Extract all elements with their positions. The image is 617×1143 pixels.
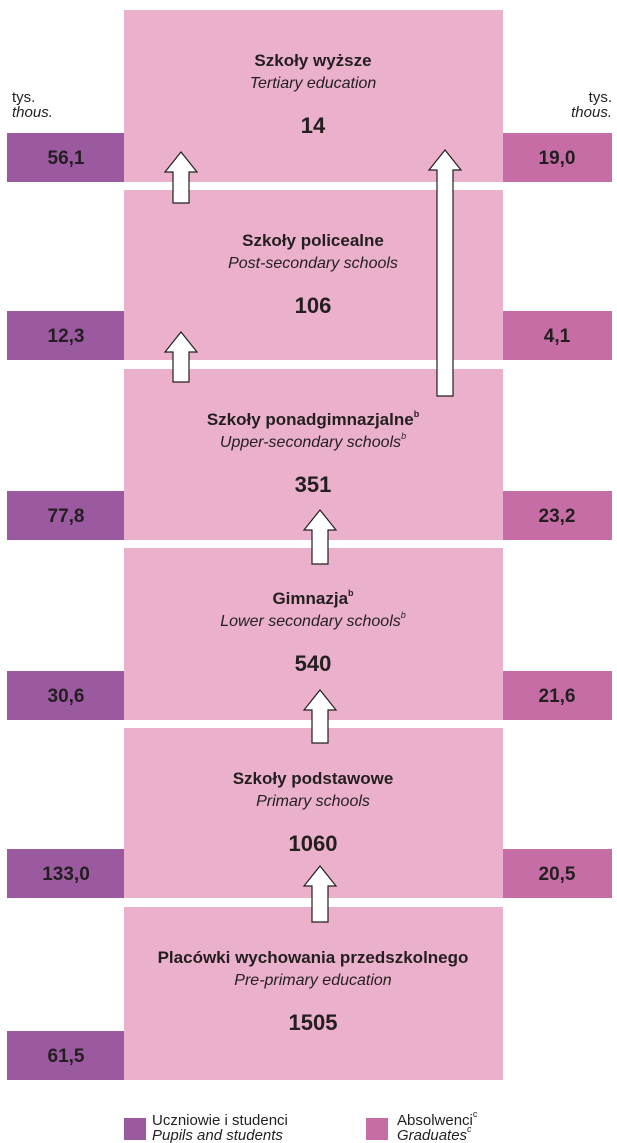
- level-box: [124, 907, 503, 1080]
- level-count: 540: [295, 651, 332, 676]
- arrow: [302, 865, 338, 923]
- arrow: [302, 689, 338, 744]
- level-count: 106: [295, 293, 332, 318]
- pupils-value: 30,6: [48, 686, 85, 707]
- arrow: [302, 509, 338, 565]
- level-count: 14: [301, 113, 326, 138]
- level-title-pl-text: Szkoły wyższe: [254, 51, 371, 70]
- graduates-value: 20,5: [539, 864, 576, 885]
- level-title-pl-text: Szkoły policealne: [242, 231, 384, 250]
- legend-en: Pupils and students: [152, 1127, 283, 1143]
- level-title-en-text: Post-secondary schools: [228, 255, 398, 272]
- graduates-value: 4,1: [544, 326, 571, 347]
- level-title-en-text: Upper-secondary schools: [220, 434, 401, 451]
- graduates-box: [503, 849, 612, 898]
- level-title-pl-text: Gimnazja: [272, 589, 348, 608]
- unit-en: thous.: [571, 104, 612, 121]
- pupils-value: 77,8: [48, 506, 85, 527]
- level-title-pl-text: Szkoły podstawowe: [233, 769, 394, 788]
- level-title-en: Post-secondary schools: [228, 255, 398, 272]
- legend-en-text: Graduates: [397, 1127, 468, 1143]
- level-count: 351: [295, 472, 332, 497]
- legend-pl: Absolwencic: [397, 1109, 478, 1129]
- level-title-en: Tertiary education: [250, 75, 377, 92]
- graduates-box: [503, 491, 612, 540]
- graduates-box: [503, 671, 612, 720]
- graduates-box: [503, 133, 612, 182]
- pupils-box: [7, 491, 124, 540]
- superscript: c: [473, 1109, 478, 1119]
- legend-swatch: [366, 1118, 388, 1140]
- legend-pl-text: Uczniowie i studenci: [152, 1112, 288, 1129]
- arrow: [163, 151, 199, 204]
- pupils-box: [7, 133, 124, 182]
- unit-pl: tys.: [589, 89, 612, 106]
- level-box: [124, 728, 503, 898]
- level-title-pl: Placówki wychowania przedszkolnego: [158, 948, 469, 967]
- level-count: 1505: [289, 1010, 338, 1035]
- level-title-en-text: Primary schools: [256, 793, 370, 810]
- pupils-value: 61,5: [48, 1046, 85, 1067]
- level-title-en: Primary schools: [256, 793, 370, 810]
- level-title-en: Lower secondary schoolsb: [220, 610, 406, 630]
- level-count: 1060: [289, 831, 338, 856]
- level-title-pl-text: Szkoły ponadgimnazjalne: [207, 410, 414, 429]
- arrow: [427, 149, 463, 397]
- legend-en: Graduatesc: [397, 1124, 472, 1143]
- level-title-pl: Gimnazjab: [272, 588, 354, 608]
- unit-pl: tys.: [12, 89, 35, 106]
- superscript: c: [467, 1124, 472, 1134]
- pupils-box: [7, 671, 124, 720]
- superscript: b: [401, 610, 406, 620]
- pupils-box: [7, 1031, 124, 1080]
- graduates-value: 19,0: [539, 148, 576, 169]
- pupils-box: [7, 849, 124, 898]
- legend-pl: Uczniowie i studenci: [152, 1112, 288, 1129]
- level-title-pl: Szkoły policealne: [242, 231, 384, 250]
- superscript: b: [401, 431, 406, 441]
- level-title-pl: Szkoły podstawowe: [233, 769, 394, 788]
- level-title-pl: Szkoły ponadgimnazjalneb: [207, 409, 420, 429]
- unit-en: thous.: [12, 104, 53, 121]
- superscript: b: [414, 409, 420, 419]
- level-title-pl: Szkoły wyższe: [254, 51, 371, 70]
- legend-en-text: Pupils and students: [152, 1127, 283, 1143]
- level-title-en: Pre-primary education: [234, 972, 392, 989]
- level-box: [124, 10, 503, 182]
- pupils-value: 56,1: [48, 148, 85, 169]
- legend-pl-text: Absolwenci: [397, 1112, 473, 1129]
- level-title-pl-text: Placówki wychowania przedszkolnego: [158, 948, 469, 967]
- legend-swatch: [124, 1118, 146, 1140]
- level-box: [124, 548, 503, 720]
- level-box: [124, 369, 503, 540]
- graduates-value: 21,6: [539, 686, 576, 707]
- pupils-box: [7, 311, 124, 360]
- level-title-en-text: Lower secondary schools: [220, 613, 401, 630]
- graduates-box: [503, 311, 612, 360]
- pupils-value: 12,3: [48, 326, 85, 347]
- level-title-en: Upper-secondary schoolsb: [220, 431, 406, 451]
- pupils-value: 133,0: [42, 864, 90, 885]
- graduates-value: 23,2: [539, 506, 576, 527]
- superscript: b: [348, 588, 354, 598]
- level-title-en-text: Pre-primary education: [234, 972, 392, 989]
- level-title-en-text: Tertiary education: [250, 75, 377, 92]
- arrow: [163, 331, 199, 383]
